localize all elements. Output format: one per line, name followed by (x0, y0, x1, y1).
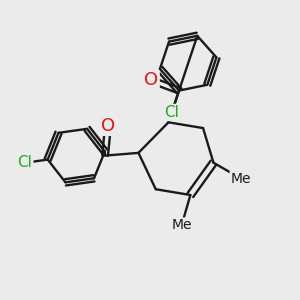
Text: Me: Me (231, 172, 251, 185)
Text: Cl: Cl (164, 105, 179, 120)
Text: Me: Me (171, 218, 192, 233)
Text: O: O (101, 117, 115, 135)
Text: O: O (144, 71, 158, 89)
Text: Cl: Cl (17, 155, 32, 170)
